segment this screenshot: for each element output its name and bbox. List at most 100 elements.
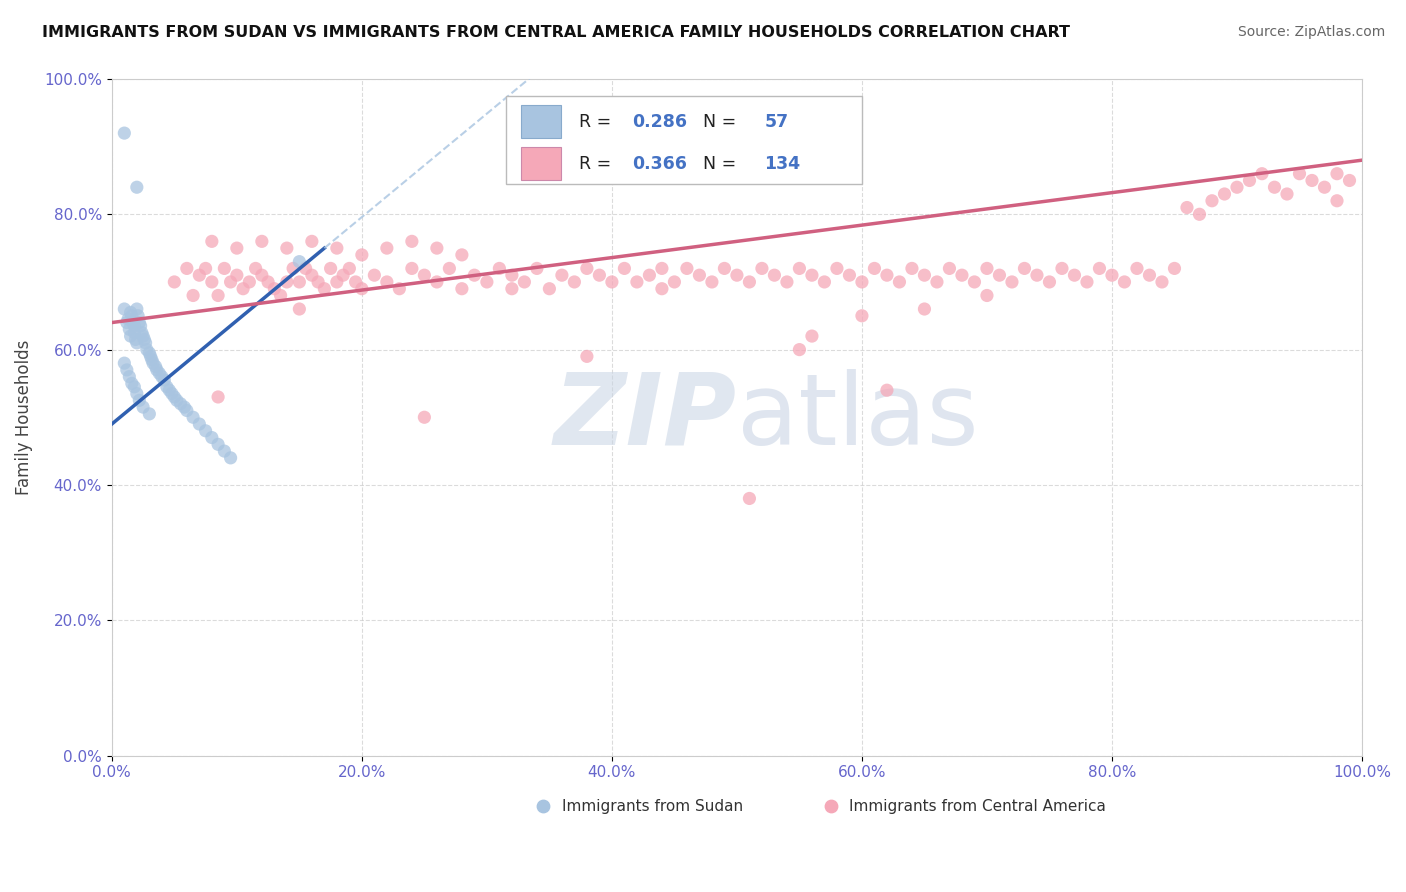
- Point: [664, 275, 686, 289]
- Point: [600, 275, 623, 289]
- Point: [501, 282, 523, 296]
- Point: [131, 326, 153, 340]
- Point: [1326, 167, 1348, 181]
- Point: [789, 343, 811, 357]
- Point: [439, 261, 461, 276]
- Point: [564, 275, 586, 289]
- Point: [207, 390, 229, 404]
- Point: [876, 383, 898, 397]
- Text: Immigrants from Sudan: Immigrants from Sudan: [562, 799, 742, 814]
- Point: [214, 261, 236, 276]
- Point: [1226, 180, 1249, 194]
- Point: [153, 373, 176, 387]
- Point: [288, 275, 311, 289]
- Point: [112, 356, 135, 370]
- Point: [156, 380, 179, 394]
- Point: [122, 316, 145, 330]
- Point: [763, 268, 786, 283]
- Point: [1101, 268, 1123, 283]
- Point: [1026, 268, 1049, 283]
- Point: [139, 350, 162, 364]
- Point: [713, 261, 735, 276]
- Point: [838, 268, 860, 283]
- Point: [976, 261, 998, 276]
- Point: [738, 491, 761, 506]
- Point: [146, 363, 169, 377]
- Point: [142, 356, 165, 370]
- Bar: [520, 105, 561, 138]
- Point: [181, 288, 204, 302]
- Point: [288, 301, 311, 316]
- Point: [800, 329, 823, 343]
- Point: [575, 261, 598, 276]
- Point: [789, 261, 811, 276]
- Point: [1263, 180, 1285, 194]
- Point: [134, 333, 156, 347]
- Point: [825, 261, 848, 276]
- Point: [912, 268, 935, 283]
- Point: [124, 333, 146, 347]
- Point: [1076, 275, 1098, 289]
- Point: [876, 268, 898, 283]
- Point: [263, 282, 285, 296]
- Point: [901, 261, 924, 276]
- Point: [150, 369, 173, 384]
- Point: [1088, 261, 1111, 276]
- Point: [135, 335, 157, 350]
- Point: [513, 275, 536, 289]
- Point: [132, 400, 155, 414]
- Point: [118, 369, 141, 384]
- Point: [613, 261, 636, 276]
- Point: [475, 275, 498, 289]
- Point: [501, 268, 523, 283]
- Point: [751, 261, 773, 276]
- Point: [173, 400, 195, 414]
- Point: [207, 437, 229, 451]
- Point: [294, 261, 316, 276]
- Point: [575, 350, 598, 364]
- Point: [375, 241, 398, 255]
- Point: [125, 386, 148, 401]
- Point: [1275, 186, 1298, 201]
- Point: [851, 309, 873, 323]
- Point: [301, 235, 323, 249]
- Point: [938, 261, 960, 276]
- Point: [115, 316, 138, 330]
- Point: [1251, 167, 1274, 181]
- Point: [413, 268, 436, 283]
- Point: [889, 275, 911, 289]
- Point: [651, 282, 673, 296]
- Point: [344, 275, 367, 289]
- Point: [375, 275, 398, 289]
- Point: [201, 275, 224, 289]
- Point: [129, 318, 152, 333]
- Point: [281, 261, 304, 276]
- Point: [451, 248, 474, 262]
- Point: [319, 261, 342, 276]
- Point: [1288, 167, 1310, 181]
- Point: [157, 383, 180, 397]
- Point: [225, 268, 247, 283]
- Point: [125, 335, 148, 350]
- Point: [451, 282, 474, 296]
- Point: [138, 407, 160, 421]
- Point: [257, 275, 280, 289]
- Point: [1213, 186, 1236, 201]
- Point: [118, 322, 141, 336]
- Point: [488, 261, 510, 276]
- Point: [988, 268, 1011, 283]
- Point: [700, 275, 723, 289]
- Point: [776, 275, 799, 289]
- Point: [232, 282, 254, 296]
- Point: [725, 268, 748, 283]
- Point: [626, 275, 648, 289]
- Point: [120, 329, 142, 343]
- Point: [401, 235, 423, 249]
- Point: [1001, 275, 1024, 289]
- Point: [813, 275, 835, 289]
- Point: [125, 180, 148, 194]
- Point: [214, 444, 236, 458]
- Point: [1339, 173, 1361, 187]
- Text: IMMIGRANTS FROM SUDAN VS IMMIGRANTS FROM CENTRAL AMERICA FAMILY HOUSEHOLDS CORRE: IMMIGRANTS FROM SUDAN VS IMMIGRANTS FROM…: [42, 25, 1070, 40]
- Point: [163, 390, 186, 404]
